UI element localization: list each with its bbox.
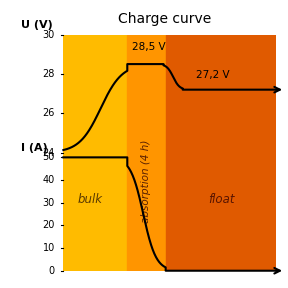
Text: 40: 40 [43, 175, 55, 185]
Text: 30: 30 [43, 198, 55, 208]
Text: absorption (4 h): absorption (4 h) [141, 139, 151, 223]
Text: 30: 30 [43, 30, 55, 39]
Bar [63, 35, 127, 271]
Text: 28: 28 [42, 69, 55, 79]
Text: bulk: bulk [78, 193, 103, 206]
Text: 0: 0 [49, 266, 55, 276]
Text: 27,2 V: 27,2 V [196, 70, 229, 80]
Bar [166, 35, 276, 271]
Text: I (A): I (A) [21, 143, 48, 153]
Text: Charge curve: Charge curve [118, 12, 211, 26]
Text: 10: 10 [43, 243, 55, 253]
Text: float: float [208, 193, 234, 206]
Text: U (V): U (V) [21, 20, 52, 30]
Bar [127, 35, 166, 271]
Text: 20: 20 [42, 220, 55, 230]
Text: 24: 24 [42, 148, 55, 158]
Text: 50: 50 [42, 152, 55, 162]
Text: 28,5 V: 28,5 V [132, 42, 165, 52]
Text: 26: 26 [42, 108, 55, 118]
